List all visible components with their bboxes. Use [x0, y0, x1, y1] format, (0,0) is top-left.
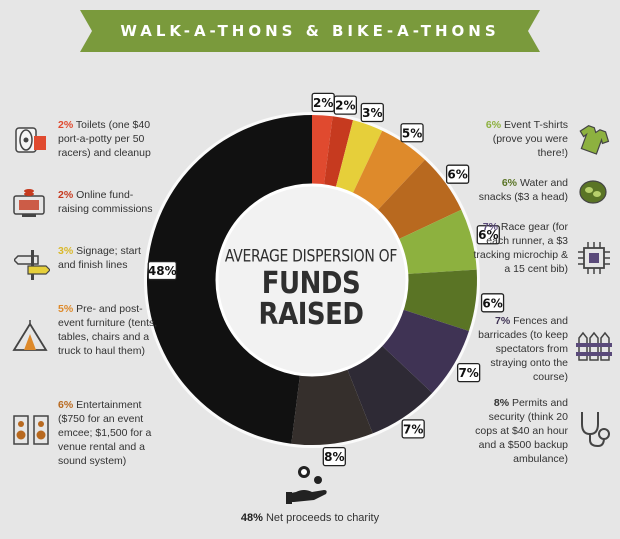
- chart-center-title: AVERAGE DISPERSION OF FUNDS RAISED: [222, 247, 400, 330]
- chart-title-line2: FUNDS RAISED: [258, 266, 364, 333]
- legend-left-1: 2% Toilets (one $40 port-a-potty per 50 …: [58, 118, 158, 160]
- donut-slice-6: [397, 209, 477, 275]
- svg-text:2%: 2%: [335, 99, 355, 113]
- legend-pct: 2%: [58, 119, 74, 131]
- legend-pct: 8%: [493, 397, 510, 409]
- legend-left-4: 5% Pre- and post-event furniture (tents,…: [58, 302, 158, 358]
- svg-text:48%: 48%: [148, 264, 177, 278]
- donut-center: [215, 183, 409, 377]
- slice-label-1: 2%: [311, 92, 335, 113]
- slice-label-9: 7%: [401, 419, 425, 439]
- stethoscope-icon: [581, 412, 610, 448]
- donut-slice-8: [381, 309, 469, 393]
- banner-ribbon: [80, 10, 540, 52]
- legend-right-5: 8% Permits and security (think 20 cops a…: [468, 396, 568, 466]
- legend-text: Water and snacks ($3 a head): [478, 177, 568, 203]
- svg-text:2%: 2%: [313, 96, 333, 110]
- donut-slice-3: [335, 120, 383, 195]
- toilet-paper-icon: [15, 127, 46, 153]
- tshirt-icon: [579, 124, 610, 155]
- footer-net-proceeds: 48% Net proceeds to charity: [0, 512, 620, 524]
- legend-text: Signage; start and finish lines: [58, 245, 141, 271]
- slice-label-7: 6%: [480, 293, 505, 313]
- slice-label-3: 3%: [360, 102, 384, 123]
- slice-label-5: 6%: [445, 164, 470, 184]
- footer-pct: 48%: [240, 512, 263, 524]
- legend-text: Fences and barricades (to keep spectator…: [478, 315, 568, 383]
- legend-text: Toilets (one $40 port-a-potty per 50 rac…: [58, 119, 151, 159]
- svg-text:6%: 6%: [447, 168, 467, 182]
- slice-label-8: 7%: [457, 362, 481, 383]
- slice-label-4: 5%: [400, 123, 424, 143]
- legend-right-2: 6% Water and snacks ($3 a head): [468, 176, 568, 204]
- page-title: WALK-A-THONS & BIKE-A-THONS: [120, 22, 500, 40]
- svg-text:3%: 3%: [362, 106, 382, 120]
- legend-right-1: 6% Event T-shirts (prove you were there!…: [468, 118, 568, 160]
- legend-pct: 2%: [58, 189, 74, 201]
- snacks-icon: [579, 180, 607, 204]
- legend-text: Pre- and post-event furniture (tents, ta…: [58, 303, 158, 357]
- donut-slice-11: [147, 115, 312, 444]
- svg-text:5%: 5%: [402, 126, 422, 140]
- speakers-icon: [13, 415, 49, 445]
- legend-pct: 5%: [58, 303, 74, 315]
- legend-pct: 7%: [495, 315, 511, 327]
- donut-slice-5: [377, 159, 462, 240]
- legend-pct: 7%: [482, 221, 498, 233]
- fence-icon: [576, 331, 612, 361]
- legend-text: Online fund-raising commissions: [58, 189, 153, 215]
- donut-slice-2: [323, 116, 354, 188]
- svg-text:7%: 7%: [403, 422, 423, 436]
- svg-text:8%: 8%: [324, 450, 344, 464]
- hand-coins-icon: [286, 466, 327, 504]
- computer-coins-icon: [13, 189, 45, 217]
- footer-text: Net proceeds to charity: [262, 512, 380, 524]
- legend-text: Race gear (for each runner, a $3 trackin…: [473, 221, 568, 275]
- legend-pct: 3%: [58, 245, 74, 257]
- donut-slice-7: [402, 269, 477, 331]
- svg-text:6%: 6%: [482, 296, 502, 310]
- legend-pct: 6%: [501, 177, 518, 189]
- slice-label-6: 6%: [476, 225, 500, 245]
- signpost-icon: [14, 250, 50, 280]
- donut-slice-1: [312, 115, 333, 186]
- legend-right-3: 7% Race gear (for each runner, a $3 trac…: [468, 220, 568, 276]
- legend-left-2: 2% Online fund-raising commissions: [58, 188, 158, 216]
- legend-text: Permits and security (think 20 cops at $…: [475, 397, 568, 465]
- slice-label-10: 8%: [322, 446, 346, 467]
- title-banner: WALK-A-THONS & BIKE-A-THONS: [80, 10, 540, 52]
- legend-text: Event T-shirts (prove you were there!): [492, 119, 568, 159]
- slice-label-2: 2%: [333, 95, 358, 115]
- tent-icon: [12, 320, 48, 351]
- legend-left-5: 6% Entertainment ($750 for an event emce…: [58, 398, 158, 468]
- legend-pct: 6%: [58, 399, 74, 411]
- legend-left-3: 3% Signage; start and finish lines: [58, 244, 158, 272]
- donut-slice-10: [291, 368, 373, 445]
- svg-text:7%: 7%: [458, 366, 478, 380]
- donut-slice-4: [352, 130, 425, 211]
- svg-text:6%: 6%: [478, 228, 498, 242]
- microchip-icon: [578, 242, 610, 274]
- legend-text: Entertainment ($750 for an event emcee; …: [58, 399, 152, 467]
- chart-title-line1: AVERAGE DISPERSION OF: [224, 247, 398, 267]
- slice-label-11: 48%: [147, 260, 177, 281]
- donut-slice-9: [346, 345, 433, 434]
- legend-pct: 6%: [485, 119, 502, 131]
- legend-right-4: 7% Fences and barricades (to keep specta…: [468, 314, 568, 384]
